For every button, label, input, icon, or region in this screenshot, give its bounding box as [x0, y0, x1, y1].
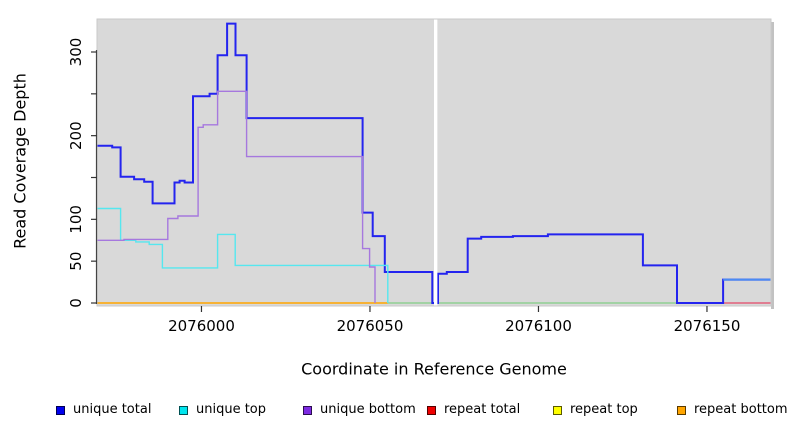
panel-shadow — [771, 22, 774, 309]
x-tick-label: 2076000 — [168, 317, 235, 335]
legend-item-unique-top: unique top — [179, 401, 266, 419]
legend-label: repeat bottom — [694, 402, 788, 417]
unique-total-swatch-icon — [56, 405, 65, 415]
legend-item-repeat-bottom: repeat bottom — [677, 401, 788, 419]
legend-item-unique-bottom: unique bottom — [303, 401, 416, 419]
legend-label: unique top — [196, 402, 267, 417]
y-axis-title: Read Coverage Depth — [10, 73, 30, 249]
unique-top-swatch-icon — [179, 405, 188, 415]
series-line-unique-bottom — [97, 90, 376, 303]
y-tick-label: 300 — [67, 38, 85, 67]
series-line-unique-total — [97, 22, 771, 304]
legend-label: repeat total — [444, 402, 521, 417]
y-tick-label: 50 — [67, 252, 85, 271]
series-line-unique-top — [97, 207, 389, 303]
y-tick-label: 200 — [67, 121, 85, 150]
legend-label: unique bottom — [320, 402, 416, 417]
unique-bottom-swatch-icon — [303, 405, 312, 415]
repeat-top-swatch-icon — [553, 405, 562, 415]
no-data-gap-band — [434, 19, 438, 306]
legend: unique total unique top unique bottom repea… — [0, 401, 792, 421]
repeat-total-swatch-icon — [427, 405, 436, 415]
x-tick-label: 2076150 — [674, 317, 741, 335]
x-tick-label: 2076100 — [505, 317, 572, 335]
legend-item-repeat-total: repeat total — [427, 401, 520, 419]
x-tick-label: 2076050 — [337, 317, 404, 335]
x-axis-title: Coordinate in Reference Genome — [301, 359, 567, 379]
y-tick-label: 0 — [67, 298, 85, 308]
legend-label: repeat top — [570, 402, 638, 417]
legend-label: unique total — [73, 402, 152, 417]
y-tick-label: 100 — [67, 205, 85, 234]
repeat-bottom-swatch-icon — [677, 405, 686, 415]
legend-item-unique-total: unique total — [56, 401, 151, 419]
legend-item-repeat-top: repeat top — [553, 401, 638, 419]
